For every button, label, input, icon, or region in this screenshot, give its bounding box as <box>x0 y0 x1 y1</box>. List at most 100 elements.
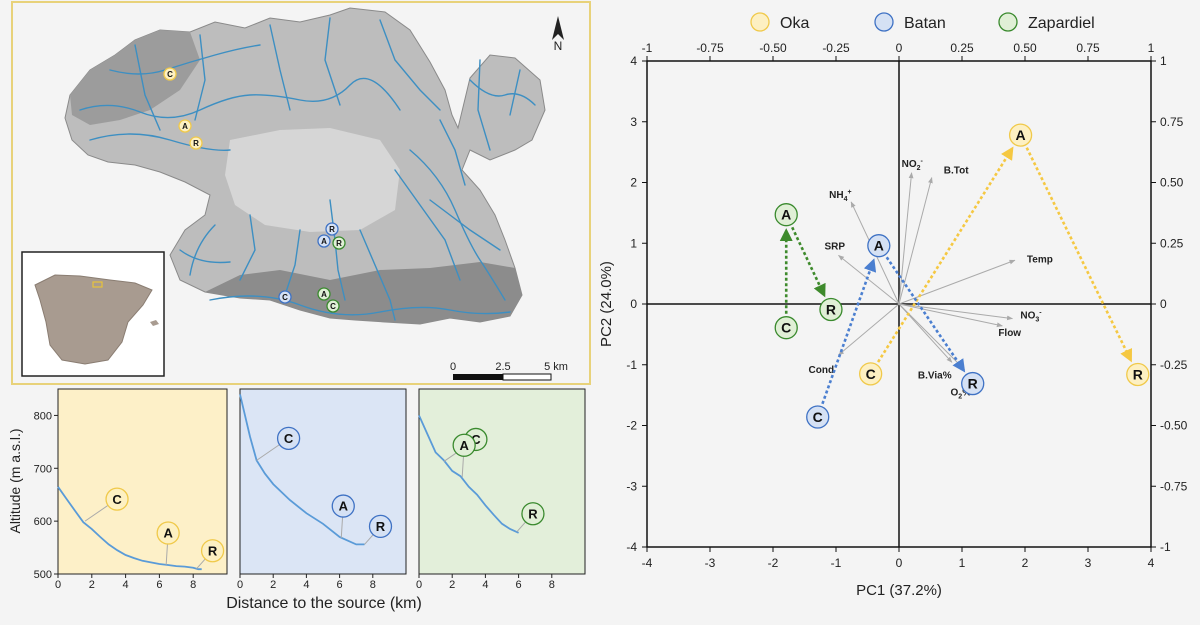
profile-batan-site-r-label: R <box>376 519 386 534</box>
loading-vector-no2 <box>898 172 914 305</box>
pca-ytick-label-4: 4 <box>630 54 637 68</box>
loading-label-temp: Temp <box>1027 254 1053 265</box>
map-site-batan-c: C <box>278 290 292 304</box>
pca-right-tick-label-2: 0.50 <box>1160 176 1184 190</box>
pca-top-tick-label-7: 0.75 <box>1076 41 1100 55</box>
pca-right-tick-label-0: 1 <box>1160 54 1167 68</box>
pca-top-tick-label-6: 0.50 <box>1013 41 1037 55</box>
loading-label-no2: NO2- <box>902 158 924 172</box>
map-site-oka-a: A <box>178 119 192 133</box>
map-site-batan-r-label: R <box>329 225 335 234</box>
map-site-zapardiel-a-label: A <box>321 290 327 299</box>
legend-label-batan: Batan <box>904 15 946 32</box>
scale-label-0: 0 <box>450 361 456 373</box>
map-site-batan-a: A <box>317 234 331 248</box>
pca-point-batan-r-circle <box>961 371 985 396</box>
map-site-oka-a-label: A <box>182 122 188 131</box>
profile-batan-site-r-circle <box>368 514 393 539</box>
map-site-zapardiel-c-label: C <box>330 302 336 311</box>
loading-vector-flow <box>898 303 1003 328</box>
profile-oka-site-a-label: A <box>163 526 173 541</box>
profile-oka-line <box>57 486 202 571</box>
pca-ytick-label--3: -3 <box>626 479 637 493</box>
profile-batan-xtick-label-8: 8 <box>370 579 376 591</box>
northwest-hills <box>70 30 200 125</box>
pca-y-axis-label: PC2 (24.0%) <box>598 261 615 347</box>
map-site-oka-r-label: R <box>193 139 199 148</box>
loading-label-flow: Flow <box>998 328 1021 339</box>
map-site-batan-r-circle <box>325 222 339 236</box>
pca-point-zapardiel-r-label: R <box>826 302 836 318</box>
profile-batan-site-c-label: C <box>284 431 294 446</box>
pca-point-batan-a-label: A <box>874 238 884 254</box>
scale-label-2-5: 2.5 <box>495 361 510 373</box>
pca-ytick-label-0: 0 <box>630 297 637 311</box>
profile-zapardiel-site-r-circle <box>521 502 545 526</box>
loading-label-cond: Cond <box>809 365 835 376</box>
pca-legend: Oka Batan Zapardiel <box>750 12 1095 32</box>
spain-outline <box>34 274 153 365</box>
pca-top-tick-label-8: 1 <box>1148 41 1155 55</box>
pca-point-zapardiel-r-circle <box>819 297 843 322</box>
pca-point-batan-c-label: C <box>813 409 823 425</box>
pca-point-oka-a-circle <box>1008 123 1033 147</box>
profile-oka-site-r: R <box>200 539 225 563</box>
pca-biplot: PC1 (37.2%) PC2 (24.0%) Oka Batan Zapardie… <box>598 12 1188 599</box>
pca-xtick-label-0: 0 <box>896 556 903 570</box>
trajectory-oka-a-to-r <box>1025 147 1132 363</box>
profile-zapardiel-site-a-circle <box>452 433 476 457</box>
profile-batan-site-r: R <box>368 514 393 539</box>
pca-point-oka-c-label: C <box>866 366 876 382</box>
pca-point-batan-c-circle <box>806 405 830 429</box>
pca-point-oka-c: C <box>859 362 883 386</box>
profile-oka-xtick-label-6: 6 <box>156 579 162 591</box>
pca-point-zapardiel-a-label: A <box>781 207 791 223</box>
pca-right-tick-label-6: -0.50 <box>1160 419 1188 433</box>
profile-oka-site-c-circle <box>105 487 129 511</box>
pca-point-oka-a: A <box>1008 123 1033 147</box>
profile-oka-xtick-label-8: 8 <box>190 579 196 591</box>
river-network <box>79 17 536 321</box>
urban-area <box>225 128 400 232</box>
pca-point-batan-c: C <box>806 405 830 429</box>
pca-top-tick-label-4: 0 <box>896 41 903 55</box>
legend-marker-oka <box>750 12 770 32</box>
profile-zapardiel-xtick-label-8: 8 <box>549 579 555 591</box>
profile-zapardiel-site-r: R <box>521 502 545 526</box>
profile-oka-ytick-label-700: 700 <box>34 463 52 475</box>
pca-x-axis-label: PC1 (37.2%) <box>856 582 942 599</box>
profile-oka-ytick-label-500: 500 <box>34 569 52 581</box>
map-site-oka-c-label: C <box>167 70 173 79</box>
map-site-oka-r-circle <box>189 136 203 150</box>
loading-vector-temp <box>898 259 1016 305</box>
map-site-batan-a-label: A <box>321 237 327 246</box>
loading-label-srp: SRP <box>825 241 846 252</box>
profile-oka-site-c-label: C <box>112 492 122 507</box>
profile-zapardiel-xtick-label-6: 6 <box>516 579 522 591</box>
north-label: N <box>554 39 563 53</box>
trajectory-oka-c-to-a <box>876 146 1014 363</box>
profile-zapardiel-site-c-label: C <box>471 432 481 447</box>
legend-label-zapardiel: Zapardiel <box>1028 15 1095 32</box>
pca-point-zapardiel-r: R <box>819 297 843 322</box>
profile-batan-xtick-label-4: 4 <box>303 579 309 591</box>
pca-top-tick-label-3: -0.25 <box>822 41 850 55</box>
map-site-batan-a-circle <box>317 234 331 248</box>
profile-batan-line <box>239 394 365 546</box>
pca-point-oka-a-label: A <box>1016 127 1026 143</box>
pca-ytick-label-1: 1 <box>630 236 637 250</box>
pca-ytick-label--2: -2 <box>626 419 637 433</box>
pca-top-tick-label-0: -1 <box>642 41 653 55</box>
profile-zapardiel-xtick-label-0: 0 <box>416 579 422 591</box>
pca-right-tick-label-1: 0.75 <box>1160 115 1184 129</box>
pca-point-zapardiel-c: C <box>774 316 798 340</box>
scale-bar: 0 2.5 5 km <box>450 361 568 381</box>
pca-point-zapardiel-c-label: C <box>781 320 791 336</box>
profile-batan-xtick-label-0: 0 <box>237 579 243 591</box>
pca-xtick-label--3: -3 <box>705 556 716 570</box>
profile-oka-site-a-circle <box>156 521 180 545</box>
pca-ytick-label--1: -1 <box>626 358 637 372</box>
pca-xtick-label-2: 2 <box>1022 556 1029 570</box>
pca-point-zapardiel-a: A <box>774 203 798 227</box>
